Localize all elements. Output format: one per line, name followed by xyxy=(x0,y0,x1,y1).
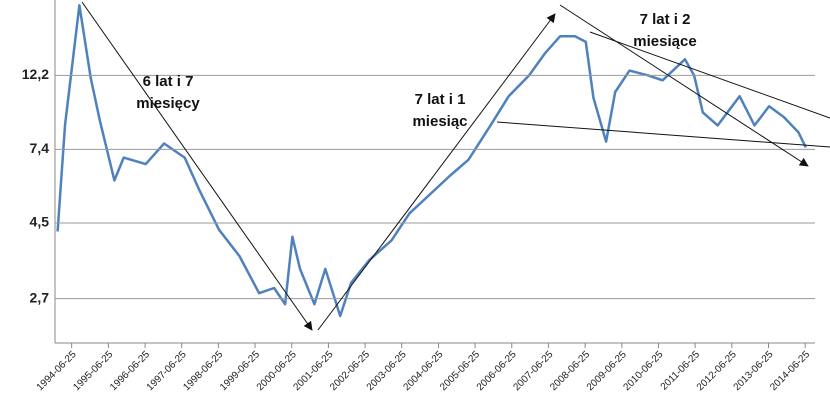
y-tick-label: 7,4 xyxy=(30,140,50,156)
trend-arrow xyxy=(81,1,313,331)
trend-lines xyxy=(81,1,830,331)
x-tick-label: 2014-06-25 xyxy=(768,349,812,393)
trend-arrow xyxy=(559,4,809,167)
trend-line xyxy=(589,31,830,119)
data-line xyxy=(56,3,807,318)
annotation: miesiące xyxy=(633,33,696,50)
y-tick-label: 12,2 xyxy=(22,66,49,82)
annotation: 7 lat i 1 xyxy=(415,91,466,108)
y-tick-label: 4,5 xyxy=(30,214,50,230)
y-tick-label: 2,7 xyxy=(30,289,50,305)
trend-arrow xyxy=(317,13,556,331)
annotation: miesięcy xyxy=(136,95,200,112)
annotation: miesiąc xyxy=(412,113,467,130)
trend-line xyxy=(496,121,830,148)
annotation: 6 lat i 7 xyxy=(143,73,194,90)
annotation: 7 lat i 2 xyxy=(640,11,691,28)
